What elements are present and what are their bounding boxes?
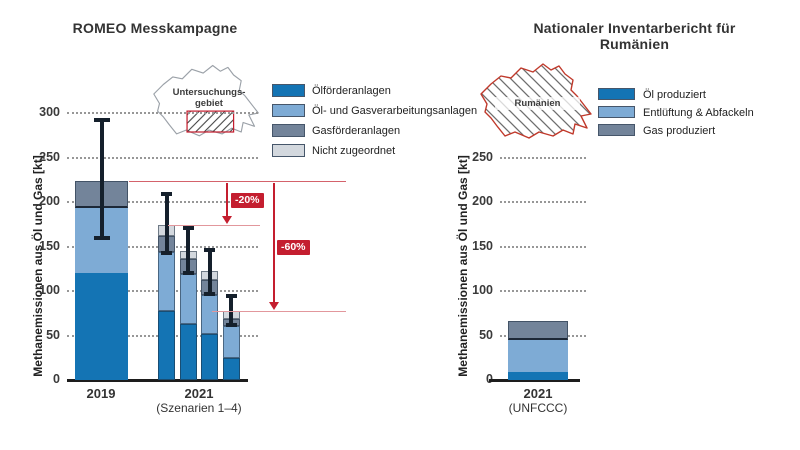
- legend-swatch: [272, 84, 305, 97]
- annotation-baseline: [129, 180, 346, 182]
- x-axis-sublabel: (Szenarien 1–4): [156, 401, 242, 415]
- error-bar-cap-top: [93, 118, 110, 123]
- y-tick-label: 100: [472, 283, 493, 297]
- error-bar-line: [99, 119, 104, 240]
- error-bar-line: [207, 249, 212, 296]
- romania-map-study-area: [153, 64, 259, 137]
- y-gridline: [500, 245, 586, 248]
- study-area-label-line1: Untersuchungs-: [172, 87, 246, 98]
- legend-label: Ölförderanlagen: [312, 85, 391, 97]
- error-bar-cap-bottom: [204, 292, 215, 297]
- legend-label: Entlüftung & Abfackeln: [643, 107, 754, 119]
- bar-segment-2: [179, 274, 197, 324]
- annotation-target-line-60: [212, 310, 346, 312]
- annotation-arrow-20: [226, 182, 228, 218]
- legend-label: Gas produziert: [643, 125, 716, 137]
- y-gridline: [500, 156, 586, 159]
- x-axis-line: [67, 379, 248, 382]
- error-bar-cap-bottom: [161, 250, 172, 255]
- study-area-label: Untersuchungs- gebiet: [159, 87, 259, 109]
- legend-swatch: [598, 106, 635, 118]
- error-bar-cap-bottom: [93, 236, 110, 241]
- error-bar-line: [229, 294, 233, 326]
- y-tick-label: 0: [53, 372, 60, 386]
- y-tick-label: 50: [479, 327, 493, 342]
- error-bar-cap-top: [204, 248, 215, 253]
- y-tick-label: 150: [39, 238, 60, 253]
- legend-swatch: [598, 124, 635, 136]
- error-bar-line: [186, 226, 190, 275]
- y-tick-label: 0: [453, 372, 493, 386]
- x-axis-sublabel: (UNFCCC): [508, 401, 568, 415]
- annotation-arrowhead-20-icon: [222, 216, 232, 225]
- x-axis-label: 2019: [86, 386, 116, 401]
- bar-segment-1: [508, 371, 568, 380]
- y-tick-label: 300: [39, 105, 60, 119]
- left-chart-title: ROMEO Messkampagne: [72, 20, 238, 36]
- y-gridline: [67, 201, 258, 203]
- bar-segment-1: [179, 323, 197, 380]
- bar-segment-1: [222, 357, 240, 380]
- study-area-rectangle-icon: [186, 110, 235, 133]
- bar-segment-1: [75, 273, 128, 380]
- annotation-arrowhead-60-icon: [269, 301, 279, 310]
- y-tick-label: 100: [39, 283, 60, 297]
- legend-label: Gasförderanlagen: [312, 125, 401, 137]
- y-tick-label: 250: [472, 149, 493, 164]
- y-tick-label: 250: [39, 149, 60, 164]
- legend-label: Öl- und Gasverarbeitungsanlagen: [312, 105, 478, 117]
- bar-segment-2: [158, 251, 175, 311]
- error-bar-cap-top: [182, 225, 194, 230]
- annotation-target-line-20: [168, 225, 260, 227]
- y-gridline: [67, 156, 258, 159]
- x-axis-label: 2021: [523, 386, 553, 401]
- romania-label: Rumänien: [495, 97, 580, 110]
- error-bar-cap-top: [161, 192, 172, 197]
- legend-label: Nicht zugeordnet: [312, 145, 396, 157]
- error-bar-cap-bottom: [182, 271, 194, 276]
- bar-segment-3: [508, 321, 568, 340]
- error-bar-line: [164, 193, 169, 254]
- right-chart-title: Nationaler Inventarbericht für Rumänien: [533, 20, 736, 52]
- legend-swatch: [272, 124, 305, 137]
- bar-segment-1: [158, 310, 175, 380]
- x-axis-line: [489, 379, 580, 382]
- bar-segment-1: [201, 333, 218, 380]
- legend-swatch: [272, 104, 305, 117]
- bar-segment-2: [508, 339, 568, 372]
- annotation-label-20: -20%: [231, 193, 264, 208]
- legend-label: Öl produziert: [643, 89, 706, 101]
- error-bar-cap-top: [225, 293, 237, 298]
- error-bar-cap-bottom: [225, 322, 237, 327]
- legend-swatch: [598, 88, 635, 100]
- y-gridline: [67, 112, 258, 114]
- y-gridline: [500, 201, 586, 203]
- x-axis-label: 2021: [184, 386, 214, 401]
- study-area-label-line2: gebiet: [195, 98, 223, 109]
- bar-segment-2: [222, 325, 240, 358]
- y-tick-label: 200: [39, 194, 60, 208]
- y-tick-label: 50: [46, 327, 60, 342]
- y-gridline: [500, 290, 586, 292]
- y-tick-label: 200: [472, 194, 493, 208]
- y-tick-label: 150: [472, 238, 493, 253]
- bar-segment-2: [201, 295, 218, 334]
- annotation-arrow-60: [273, 182, 275, 303]
- legend-swatch: [272, 144, 305, 157]
- annotation-label-60: -60%: [277, 240, 310, 255]
